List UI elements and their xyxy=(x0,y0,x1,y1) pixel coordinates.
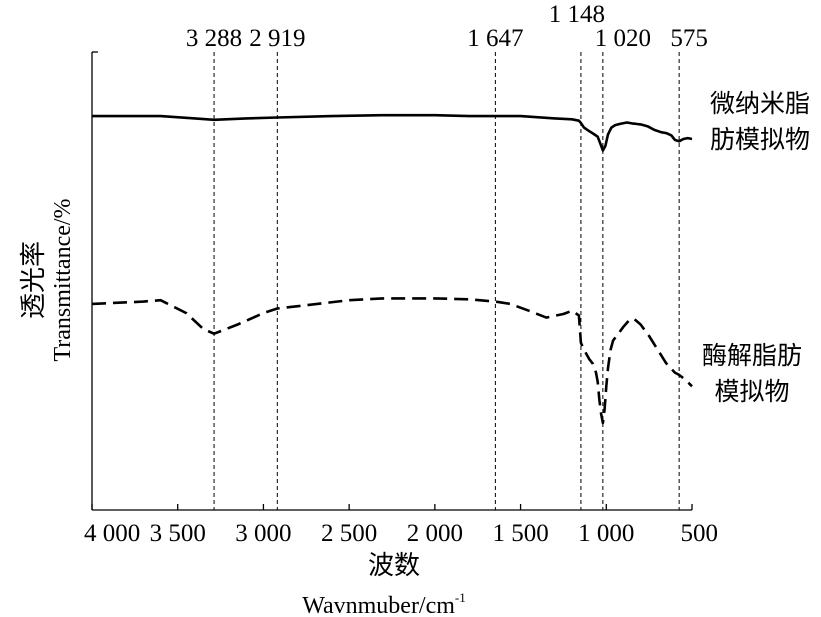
series-label: 肪模拟物 xyxy=(710,125,810,154)
x-axis-label-en: Wavnmuber/cm-1 xyxy=(302,590,466,617)
reference-line-label: 1 148 xyxy=(549,1,605,28)
x-axis-label-en-sup: -1 xyxy=(455,590,466,605)
series-line xyxy=(92,113,693,152)
x-tick-label: 3 000 xyxy=(235,520,291,547)
x-tick-label: 1 000 xyxy=(578,520,634,547)
reference-line-label: 3 288 xyxy=(186,25,242,52)
series-label: 模拟物 xyxy=(714,377,789,406)
x-axis-label-en-text: Wavnmuber/cm xyxy=(302,593,455,617)
reference-line-label: 1 647 xyxy=(467,25,523,52)
reference-line-label: 2 919 xyxy=(249,25,305,52)
series-line xyxy=(91,297,693,425)
x-tick-label: 1 500 xyxy=(492,520,548,547)
x-ticks: 4 000 3 500 3 000 2 500 2 000 1 500 1 000 500 xyxy=(84,504,718,547)
x-tick-label: 2 500 xyxy=(321,520,377,547)
series-label: 微纳米脂 xyxy=(710,89,810,118)
x-axis-label-cn: 波数 xyxy=(368,551,420,581)
series-label: 酶解脂肪 xyxy=(702,341,802,370)
x-tick-label: 3 500 xyxy=(150,520,206,547)
y-axis-label-cn: 透光率 xyxy=(19,241,49,319)
x-tick-label: 4 000 xyxy=(84,520,140,547)
x-tick-label: 500 xyxy=(681,520,719,547)
reference-line-label: 1 020 xyxy=(595,25,651,52)
x-tick-label: 2 000 xyxy=(407,520,463,547)
reference-line-label: 575 xyxy=(670,25,708,52)
y-axis-label-en: Transmittance/% xyxy=(50,198,76,361)
